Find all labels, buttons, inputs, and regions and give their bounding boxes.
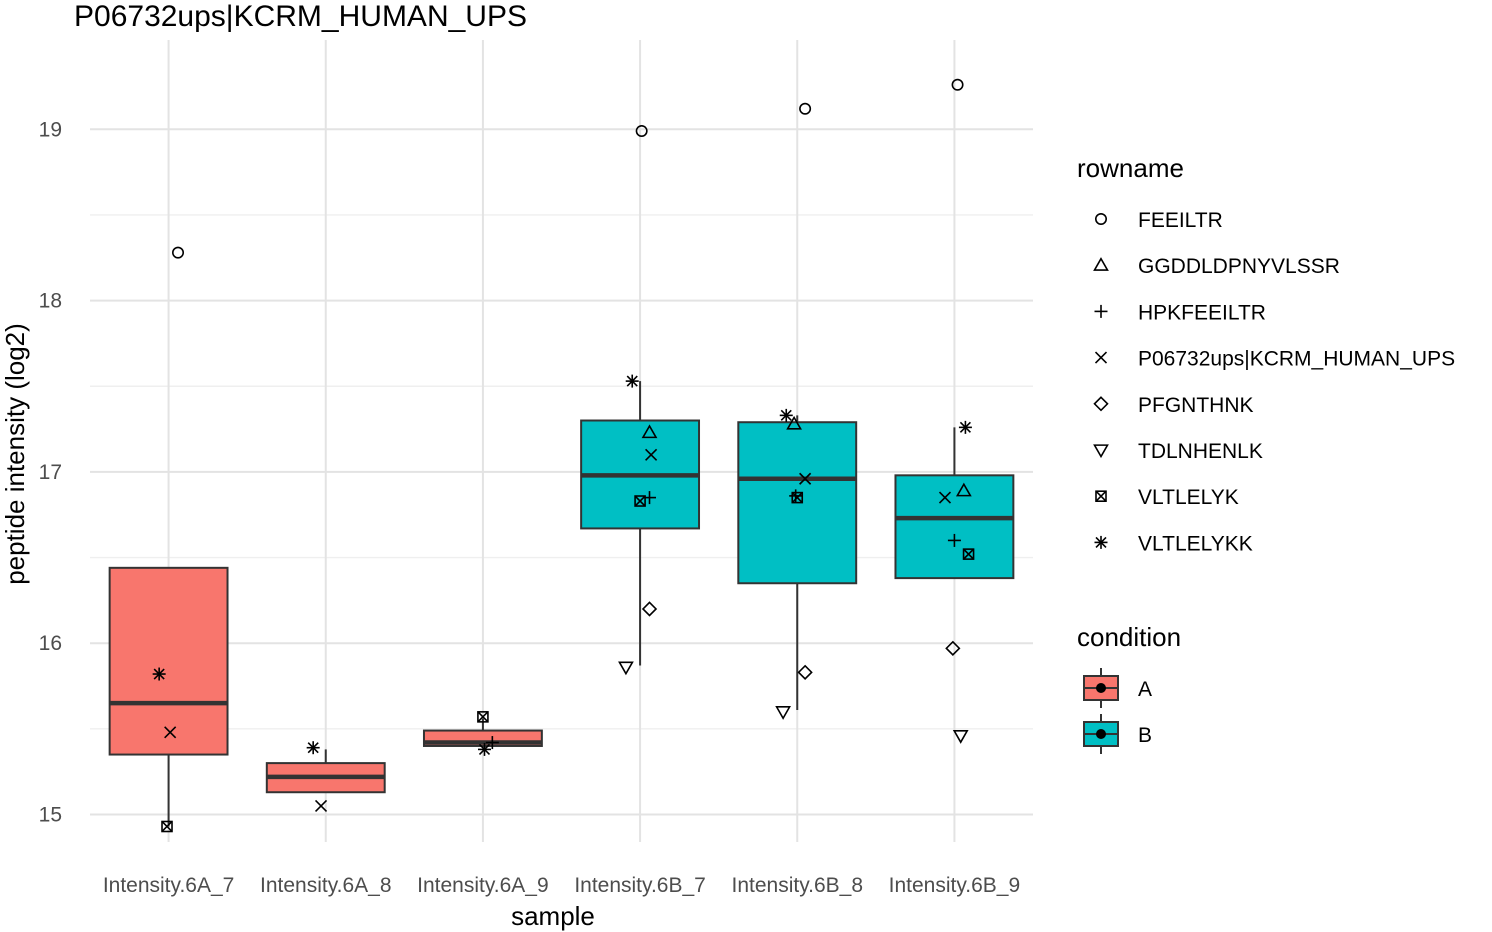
data-point [775, 706, 791, 720]
legend-key-shape [1093, 257, 1109, 271]
data-point [306, 741, 320, 755]
legend-rowname-label: PFGNTHNK [1138, 394, 1254, 417]
data-point [955, 482, 972, 497]
x-tick-label: Intensity.6B_7 [574, 874, 706, 897]
x-axis-title: sample [511, 901, 595, 931]
data-point [161, 820, 173, 833]
chart-title: P06732ups|KCRM_HUMAN_UPS [74, 0, 527, 33]
legend-rowname-label: HPKFEEILTR [1138, 301, 1266, 324]
legend-key-shape [1094, 351, 1108, 364]
legend-condition-label: B [1138, 724, 1152, 747]
grid [90, 40, 1033, 842]
data-point [477, 711, 489, 723]
data-point [645, 448, 658, 461]
legend-condition-label: A [1138, 678, 1152, 701]
legend-rowname-label: FEEILTR [1138, 209, 1223, 232]
data-point [634, 495, 646, 507]
data-point [625, 374, 639, 388]
x-tick-label: Intensity.6A_8 [260, 874, 392, 897]
box-body [108, 566, 229, 756]
data-point [485, 736, 499, 750]
legend-condition-key [1083, 668, 1119, 708]
data-point [314, 799, 328, 813]
legend-condition: condition AB [1077, 622, 1181, 754]
data-point [164, 726, 177, 739]
boxes [108, 381, 1015, 827]
y-axis-ticks: 15 16 17 18 19 [39, 118, 62, 826]
legend-condition-key [1083, 714, 1119, 754]
data-point [799, 102, 812, 115]
y-axis-title: peptide intensity (log2) [0, 323, 30, 585]
data-point [797, 664, 813, 680]
legend-condition-title: condition [1077, 622, 1181, 652]
y-tick-label: 16 [39, 632, 62, 655]
legend-key-shape [1095, 213, 1108, 226]
data-point [951, 78, 964, 91]
legend-rowname-label: GGDDLDPNYVLSSR [1138, 255, 1340, 278]
legend-rowname-label: VLTLELYKK [1138, 532, 1253, 555]
y-tick-label: 17 [39, 461, 62, 484]
legend-rowname-label: TDLNHENLK [1138, 440, 1263, 463]
legend-rowname: rowname FEEILTR GGDDLDPNYVLSSR HPKFEEILTR P… [1077, 153, 1455, 555]
data-point [799, 472, 812, 485]
x-tick-label: Intensity.6B_9 [889, 874, 1021, 897]
data-point [641, 424, 658, 439]
x-tick-label: Intensity.6B_8 [731, 874, 863, 897]
data-point [635, 125, 648, 138]
legend-rowname-label: P06732ups|KCRM_HUMAN_UPS [1138, 348, 1455, 371]
data-point [947, 533, 961, 547]
legend-rowname-label: VLTLELYK [1138, 486, 1239, 509]
x-tick-label: Intensity.6A_9 [417, 874, 549, 897]
legend-key-shape [1094, 535, 1108, 549]
data-point [791, 491, 804, 504]
data-point [618, 661, 634, 676]
y-tick-label: 18 [39, 290, 62, 313]
data-point [172, 246, 185, 259]
legend-key-shape [1093, 396, 1109, 412]
x-tick-label: Intensity.6A_7 [103, 874, 235, 897]
y-tick-label: 19 [39, 118, 62, 141]
data-point [152, 667, 166, 681]
data-point [938, 491, 952, 504]
legend-key-shape [1093, 444, 1109, 459]
legend-key-dot [1096, 683, 1106, 693]
data-point [641, 601, 658, 617]
x-axis-ticks: Intensity.6A_7 Intensity.6A_8 Intensity.6A… [103, 874, 1020, 897]
data-point [477, 742, 491, 756]
points [152, 78, 975, 833]
box-body [894, 474, 1015, 580]
data-point [958, 420, 972, 434]
legend-rowname-title: rowname [1077, 153, 1184, 183]
data-point [952, 730, 969, 744]
y-tick-label: 15 [39, 804, 62, 827]
data-point [945, 640, 961, 656]
legend-key-dot [1096, 729, 1106, 739]
legend-key-shape [1095, 490, 1107, 503]
data-point [779, 408, 793, 422]
legend-key-shape [1094, 304, 1108, 318]
data-point [786, 415, 802, 430]
data-point [962, 548, 975, 560]
